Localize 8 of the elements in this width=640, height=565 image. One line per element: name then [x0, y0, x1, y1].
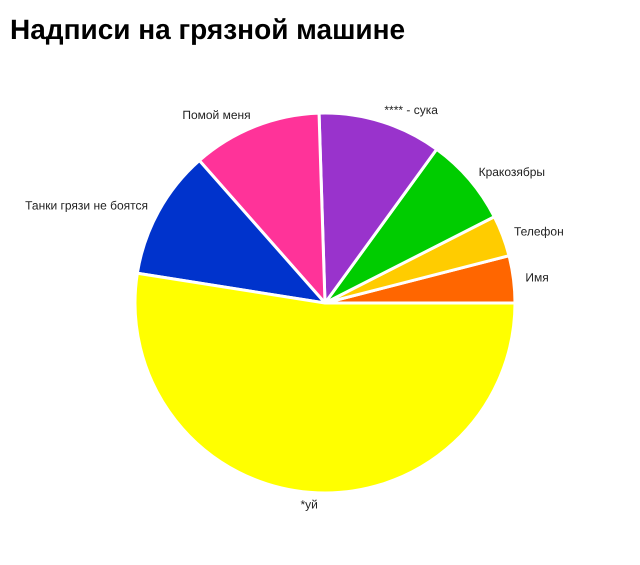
slice-label: Кракозябры [478, 164, 546, 179]
slice-label: Помой меня [182, 108, 251, 122]
slice-label: Танки грязи не боятся [25, 198, 148, 213]
slice-label: *уй [300, 497, 318, 512]
chart-title: Надписи на грязной машине [10, 14, 406, 46]
slice-label: Телефон [514, 224, 564, 239]
slice-label: **** - сука [384, 102, 438, 117]
slice-label: Имя [525, 270, 549, 285]
